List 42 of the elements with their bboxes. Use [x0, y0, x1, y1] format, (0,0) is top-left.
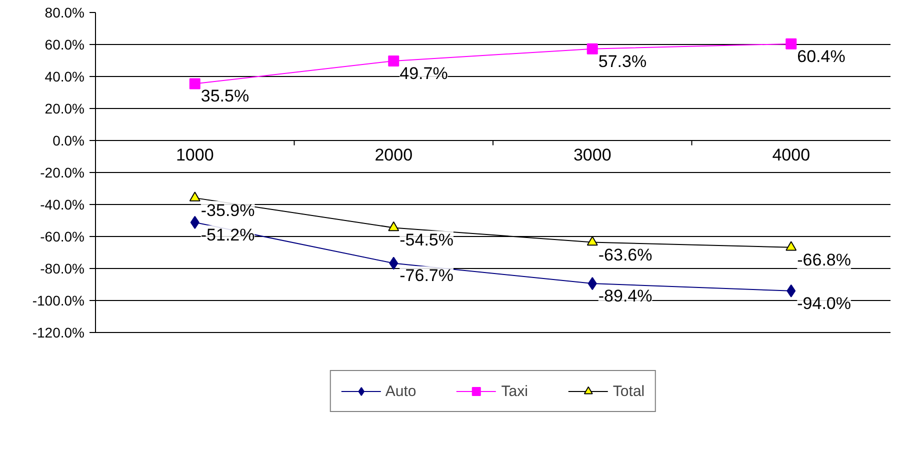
x-tick-label: 3000 [573, 146, 612, 164]
point [388, 221, 400, 232]
point [586, 43, 598, 54]
x-tick-label: 4000 [772, 146, 810, 164]
y-tick-label: 20.0% [44, 100, 85, 116]
data-label: -66.8% [797, 250, 851, 270]
point [389, 256, 398, 270]
point [189, 78, 200, 90]
point [786, 284, 796, 298]
point [190, 216, 200, 229]
y-tick-label: 60.0% [44, 36, 85, 52]
data-label: 49.7% [400, 64, 448, 83]
y-tick-label: -20.0% [40, 164, 84, 180]
point [189, 192, 200, 202]
y-tick-label: 80.0% [44, 4, 85, 20]
y-tick-label: 40.0% [44, 68, 85, 84]
legend-label: Taxi [501, 382, 528, 400]
legend-label: Auto [385, 382, 416, 400]
data-label: -89.4% [598, 286, 652, 306]
x-tick-label: 1000 [176, 146, 214, 164]
y-tick-label: -100.0% [32, 292, 85, 308]
data-label: -51.2% [200, 225, 255, 244]
point [786, 241, 797, 251]
y-tick-label: -40.0% [40, 196, 84, 212]
point [588, 277, 597, 290]
data-label: -54.5% [400, 230, 454, 250]
legend-label: Total [612, 382, 645, 400]
y-tick-label: -80.0% [40, 260, 84, 276]
data-label: -76.7% [400, 266, 454, 286]
data-label: -63.6% [598, 245, 652, 264]
y-tick-label: -60.0% [40, 228, 84, 244]
point [586, 236, 598, 246]
point [786, 38, 797, 50]
y-tick-label: 0.0% [52, 132, 85, 148]
data-label: 35.5% [200, 86, 250, 106]
data-label: 60.4% [797, 46, 846, 66]
data-label: -35.9% [200, 200, 255, 220]
data-label: -94.0% [797, 294, 851, 313]
x-tick-label: 2000 [374, 146, 413, 164]
point [388, 55, 400, 66]
data-label: 57.3% [598, 52, 647, 71]
y-tick-label: -120.0% [32, 324, 85, 340]
